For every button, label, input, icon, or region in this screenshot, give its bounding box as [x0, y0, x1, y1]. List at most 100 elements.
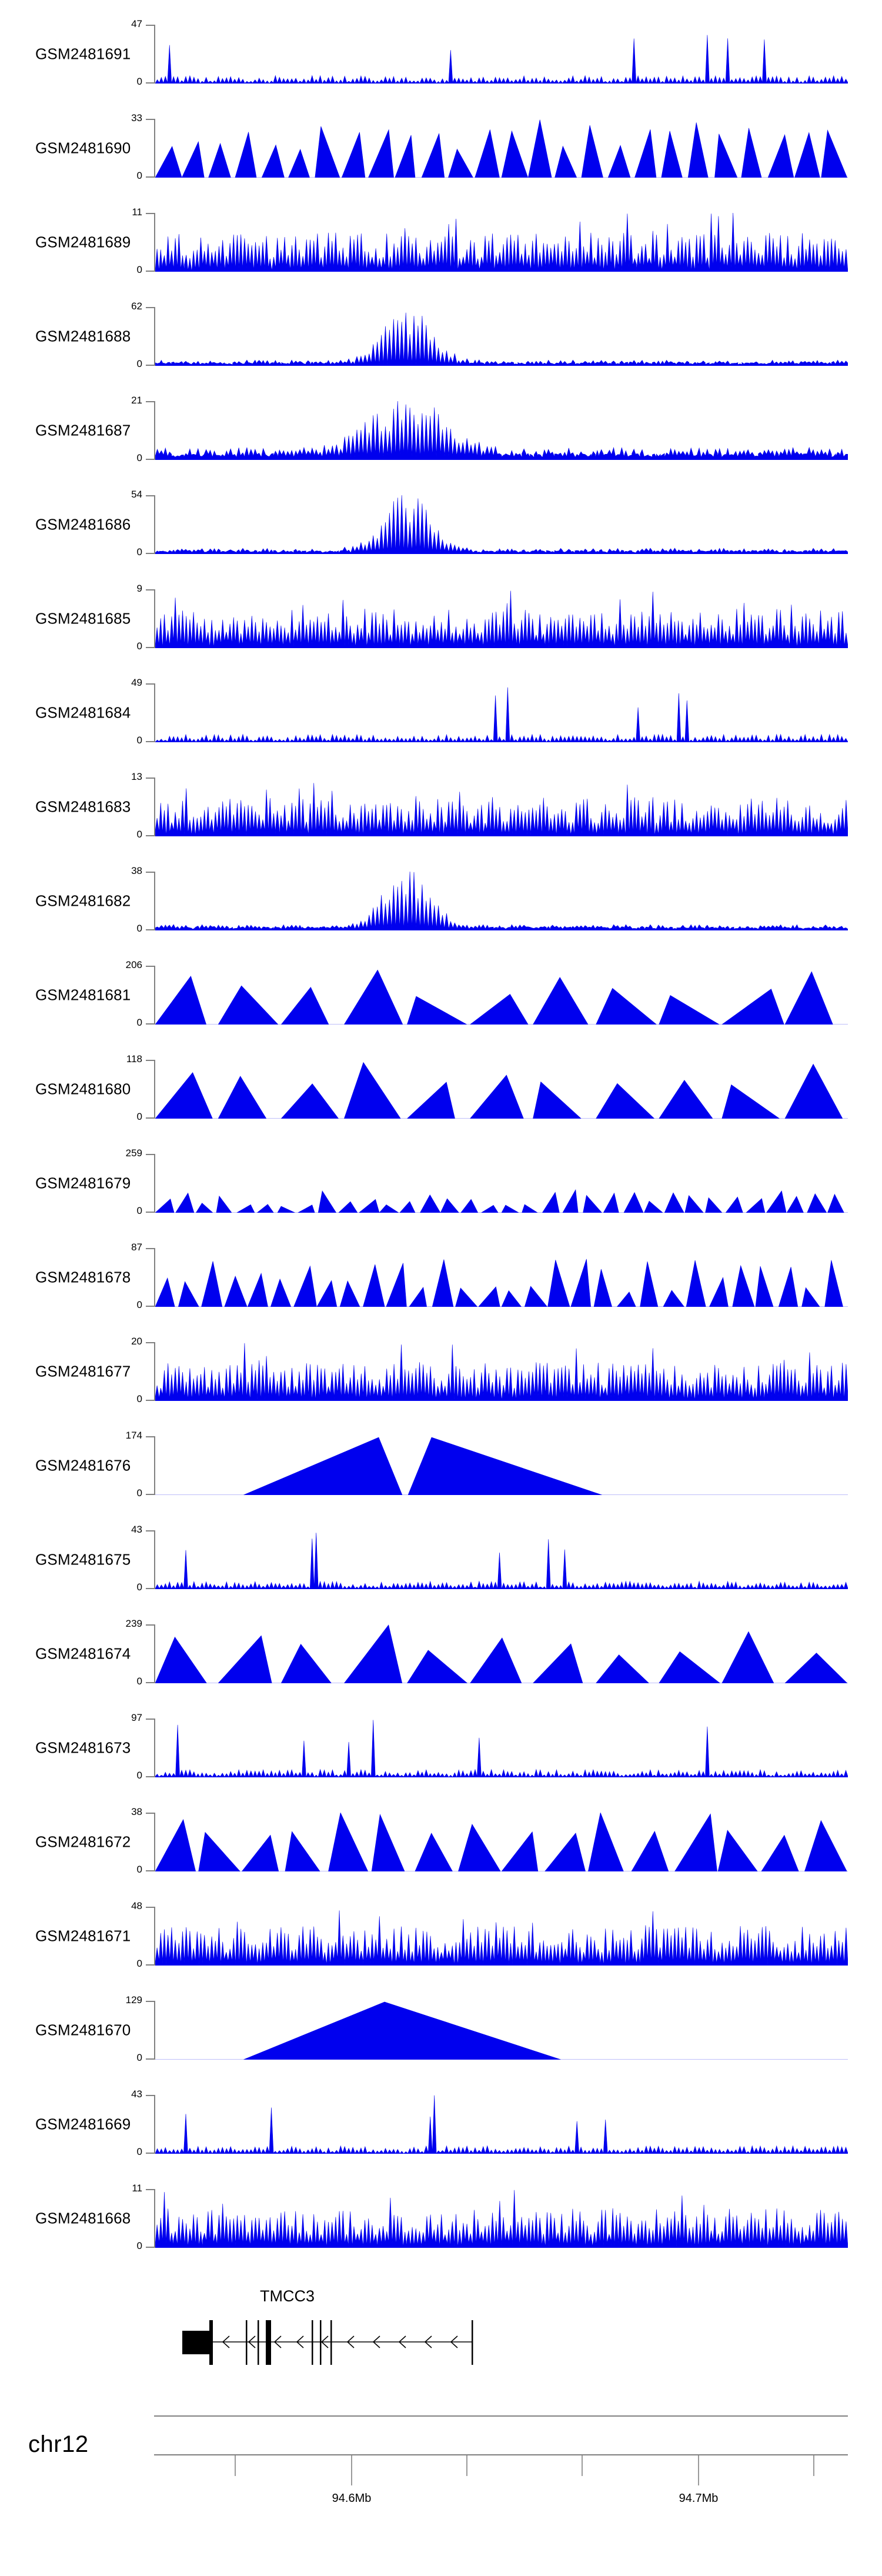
track-y-axis: 21 0 [131, 395, 848, 463]
track-y-axis: 174 0 [126, 1430, 848, 1499]
coverage-area [155, 2190, 848, 2248]
track-y-axis: 11 0 [132, 206, 848, 275]
y-axis-line [154, 2189, 155, 2248]
coverage-track: GSM2481690 33 0 [0, 108, 882, 188]
y-axis-tick-max [146, 1060, 155, 1061]
coverage-track: GSM2481682 38 0 [0, 861, 882, 941]
coverage-plot-area [155, 119, 848, 178]
coverage-area [155, 1720, 848, 1777]
y-axis-tick-max [146, 683, 155, 685]
coverage-track: GSM2481683 13 0 [0, 767, 882, 847]
coverage-area [155, 590, 848, 648]
y-axis-tick-min [146, 1117, 155, 1119]
track-sample-label: GSM2481673 [35, 1739, 131, 1757]
y-axis-tick-min [146, 2058, 155, 2060]
coverage-histogram [155, 401, 848, 460]
y-axis-min-label: 0 [136, 923, 142, 934]
coverage-track: GSM2481673 97 0 [0, 1708, 882, 1788]
y-axis-line [154, 683, 155, 742]
y-axis-line [154, 966, 155, 1025]
y-axis-tick-max [146, 1154, 155, 1155]
y-axis-line [154, 2001, 155, 2060]
y-axis-max-label: 20 [131, 1336, 142, 1347]
coverage-histogram [155, 35, 848, 84]
coverage-plot-area [155, 1907, 848, 1966]
track-y-axis: 43 0 [131, 1524, 848, 1593]
y-axis-min-label: 0 [136, 1676, 142, 1687]
coverage-plot-area [155, 25, 848, 84]
y-axis-min-label: 0 [136, 2052, 142, 2063]
coverage-histogram [155, 1437, 848, 1495]
y-axis-min-label: 0 [136, 640, 142, 652]
y-axis-tick-max [146, 25, 155, 26]
y-axis-max-label: 174 [125, 1430, 142, 1441]
coverage-histogram [155, 1189, 848, 1213]
track-y-axis: 239 0 [126, 1618, 848, 1687]
track-sample-label: GSM2481690 [35, 139, 131, 157]
track-y-axis: 48 0 [131, 1900, 848, 1969]
y-axis-min-label: 0 [136, 1864, 142, 1875]
y-axis-max-label: 38 [131, 865, 142, 876]
y-axis-min-label: 0 [136, 735, 142, 746]
coverage-track: GSM2481679 259 0 [0, 1143, 882, 1223]
track-y-axis: 206 0 [126, 959, 848, 1028]
y-axis-tick-max [146, 1342, 155, 1343]
y-axis-tick-min [146, 1306, 155, 1307]
y-axis-min-label: 0 [136, 452, 142, 463]
coverage-histogram [155, 312, 848, 366]
y-axis-tick-min [146, 553, 155, 554]
y-axis-line [154, 589, 155, 648]
y-axis-tick-min [146, 176, 155, 178]
y-axis-max-label: 62 [131, 301, 142, 312]
coverage-plot-area [155, 401, 848, 460]
track-sample-label: GSM2481672 [35, 1833, 131, 1851]
track-sample-label: GSM2481669 [35, 2115, 131, 2133]
coverage-area [155, 2095, 848, 2154]
track-sample-label: GSM2481687 [35, 421, 131, 439]
coverage-track: GSM2481672 38 0 [0, 1802, 882, 1882]
track-y-axis: 43 0 [131, 2088, 848, 2157]
y-axis-tick-min [146, 1964, 155, 1966]
y-axis-line [154, 1530, 155, 1589]
y-axis-max-label: 9 [136, 583, 142, 594]
track-y-axis: 11 0 [132, 2183, 848, 2251]
y-axis-min-label: 0 [136, 170, 142, 181]
y-axis-tick-min [146, 1023, 155, 1025]
track-sample-label: GSM2481681 [35, 986, 131, 1004]
coverage-track: GSM2481689 11 0 [0, 202, 882, 282]
gene-model-svg [182, 2320, 473, 2365]
y-axis-tick-min [146, 459, 155, 460]
y-axis-min-label: 0 [136, 829, 142, 840]
coverage-area [155, 1062, 848, 1119]
y-axis-tick-max [146, 1624, 155, 1626]
coverage-plot-area [155, 2095, 848, 2154]
y-axis-min-label: 0 [136, 1958, 142, 1969]
coverage-plot-area [155, 1719, 848, 1777]
y-axis-tick-min [146, 1400, 155, 1401]
genome-axis-track: chr12 94.6Mb 94.7Mb [0, 2400, 882, 2535]
y-axis-max-label: 33 [131, 112, 142, 124]
coverage-area [155, 872, 848, 930]
coverage-area [155, 969, 848, 1025]
coverage-area [155, 1189, 848, 1213]
coverage-histogram [155, 1533, 848, 1589]
coverage-plot-area [155, 966, 848, 1025]
coverage-area [155, 1437, 848, 1495]
y-axis-tick-min [146, 1870, 155, 1871]
y-axis-tick-min [146, 271, 155, 272]
coverage-track: GSM2481676 174 0 [0, 1426, 882, 1506]
y-axis-tick-min [146, 929, 155, 930]
coverage-plot-area [155, 495, 848, 554]
coverage-track: GSM2481674 239 0 [0, 1614, 882, 1694]
track-y-axis: 38 0 [131, 1806, 848, 1875]
y-axis-line [154, 1060, 155, 1119]
coverage-track: GSM2481691 47 0 [0, 14, 882, 94]
track-y-axis: 49 0 [131, 677, 848, 746]
coverage-plot-area [155, 1060, 848, 1119]
track-sample-label: GSM2481678 [35, 1268, 131, 1286]
y-axis-line [154, 872, 155, 930]
y-axis-tick-max [146, 1719, 155, 1720]
y-axis-max-label: 97 [131, 1712, 142, 1723]
y-axis-min-label: 0 [136, 2240, 142, 2251]
